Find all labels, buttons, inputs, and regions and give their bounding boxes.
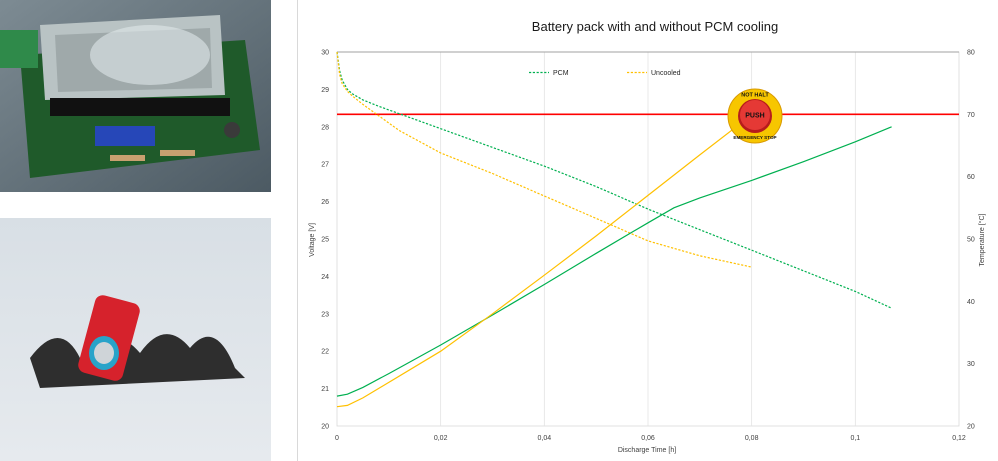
y-right-tick-label: 70 [967, 112, 975, 119]
y-right-tick-label: 50 [967, 237, 975, 244]
x-tick-label: 0,04 [538, 435, 552, 442]
emergency-stop-sign-icon: NOT HALT PUSH EMERGENCY STOP [727, 88, 783, 144]
y-left-tick-label: 30 [321, 50, 329, 57]
y-left-tick-label: 29 [321, 87, 329, 94]
y-left-tick-label: 21 [321, 386, 329, 393]
y-left-tick-label: 22 [321, 349, 329, 356]
chart-title: Battery pack with and without PCM coolin… [532, 19, 778, 34]
stop-sign-red-button [740, 100, 770, 130]
chart-legend: PCM Uncooled [529, 70, 681, 77]
pcb-photo [0, 0, 271, 192]
x-tick-label: 0,02 [434, 435, 448, 442]
y-left-tick-label: 26 [321, 199, 329, 206]
series-pcm-voltage-line [336, 51, 892, 309]
battery-cell-photo [0, 218, 271, 461]
y-left-tick-label: 20 [321, 424, 329, 431]
y-right-tick-label: 80 [967, 50, 975, 57]
y-right-tick-label: 20 [967, 424, 975, 431]
x-tick-label: 0,06 [641, 435, 655, 442]
plot-grid [336, 51, 960, 427]
series-uncooled-voltage-line [336, 51, 752, 268]
y-left-axis-title: Voltage [V] [309, 223, 316, 257]
series-layer [336, 51, 892, 408]
y-right-tick-label: 40 [967, 299, 975, 306]
y-left-tick-label: 23 [321, 311, 329, 318]
chart-svg: Battery pack with and without PCM coolin… [309, 19, 986, 454]
x-tick-label: 0,1 [850, 435, 860, 442]
legend-label: Uncooled [651, 70, 681, 77]
stop-sign-top-text: NOT HALT [741, 93, 769, 99]
x-tick-label: 0,12 [952, 435, 966, 442]
legend-label: PCM [553, 70, 569, 77]
ticks-layer: 0 0,02 0,04 0,06 0,08 0,1 0,122021222324252627… [321, 50, 975, 443]
y-left-tick-label: 28 [321, 124, 329, 131]
y-left-tick-label: 25 [321, 237, 329, 244]
series-uncooled-temperature-line [336, 124, 740, 408]
x-tick-label: 0 [335, 435, 339, 442]
y-left-tick-label: 24 [321, 274, 329, 281]
chart-panel: Battery pack with and without PCM coolin… [297, 0, 998, 461]
y-left-tick-label: 27 [321, 162, 329, 169]
stop-sign-bottom-text: EMERGENCY STOP [733, 135, 776, 140]
y-right-tick-label: 60 [967, 174, 975, 181]
y-right-axis-title: Temperature [°C] [978, 213, 986, 266]
stop-sign-center-text: PUSH [745, 113, 764, 120]
x-axis-title: Discharge Time [h] [618, 447, 676, 454]
series-pcm-temperature-line [336, 126, 892, 397]
y-right-tick-label: 30 [967, 361, 975, 368]
x-tick-label: 0,08 [745, 435, 759, 442]
